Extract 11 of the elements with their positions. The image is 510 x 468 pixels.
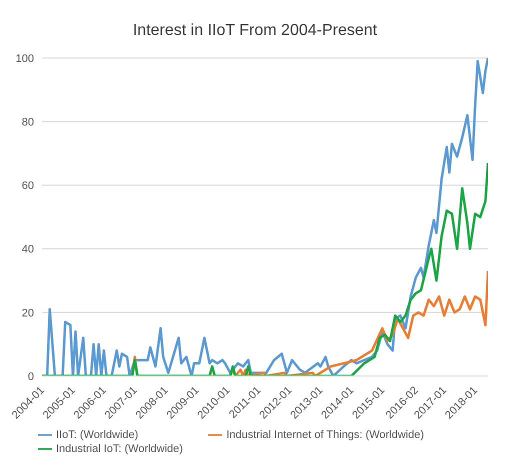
- legend-label: Industrial Internet of Things: (Worldwide): [226, 428, 424, 441]
- y-tick-label: 100: [16, 52, 34, 65]
- chart-title: Interest in IIoT From 2004-Present: [132, 21, 378, 41]
- legend-label: IIoT: (Worldwide): [56, 428, 138, 441]
- line-series: [42, 162, 488, 376]
- y-tick-label: 60: [22, 180, 34, 192]
- legend-label: Industrial IoT: (Worldwide): [56, 442, 183, 455]
- y-tick-label: 40: [22, 244, 34, 256]
- y-tick-label: 80: [22, 116, 34, 129]
- y-tick-label: 20: [22, 307, 34, 320]
- y-tick-label: 0: [28, 370, 34, 383]
